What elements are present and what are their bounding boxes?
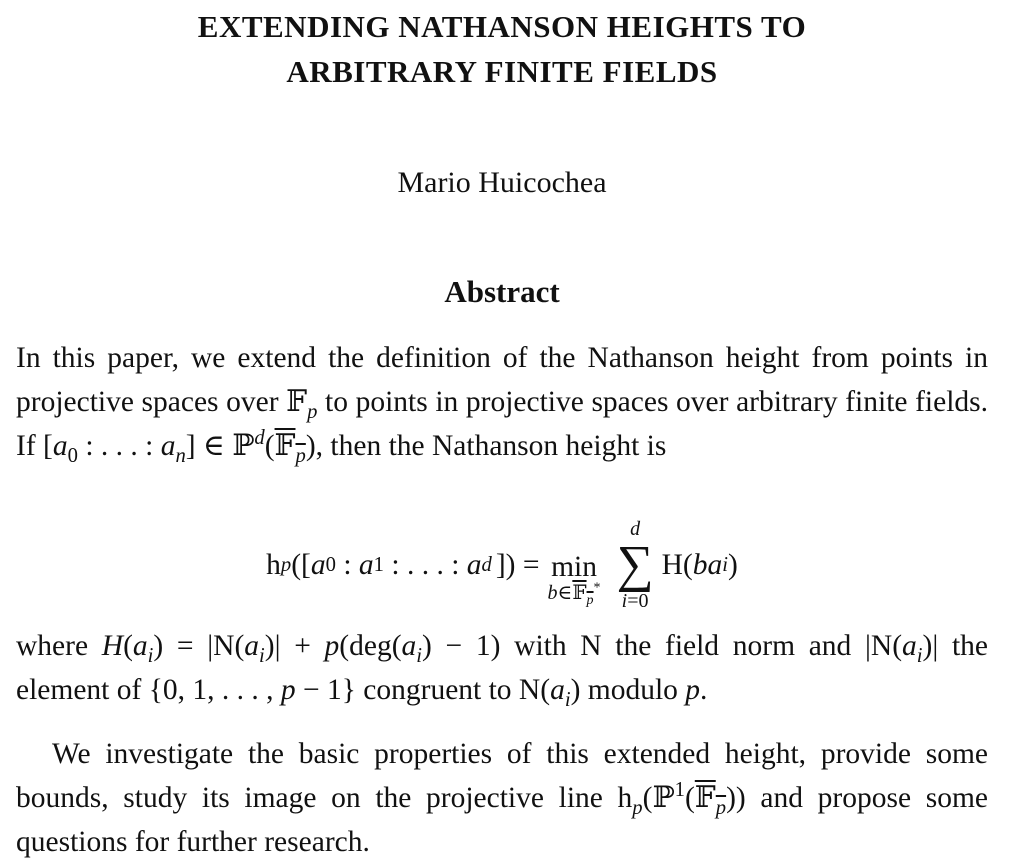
title-line: ARBITRARY FINITE FIELDS <box>286 54 718 89</box>
text-run: 1 <box>674 779 685 802</box>
text-run: h <box>266 548 281 581</box>
text-run: p <box>586 592 594 608</box>
text-run: i <box>621 590 628 612</box>
text-run: We investigate the basic properties of t… <box>16 738 988 814</box>
text-run: p <box>685 674 701 706</box>
text-run: ]) = <box>495 548 540 581</box>
paragraph: In this paper, we extend the definition … <box>16 336 988 468</box>
text-run: min <box>551 551 597 584</box>
text-run: ) − 1) with N the field norm and |N( <box>422 630 903 662</box>
overline: 𝔽p <box>572 581 593 608</box>
text-run: : . . . : <box>384 548 467 581</box>
text-run: p <box>715 796 727 819</box>
text-run: i <box>259 644 265 667</box>
text-run: H( <box>661 548 693 581</box>
paragraph: We investigate the basic properties of t… <box>16 732 988 864</box>
text-run: p <box>307 400 318 423</box>
text-run: a <box>401 630 417 662</box>
text-run: 𝔽 <box>274 430 296 462</box>
text-run: b <box>692 548 708 581</box>
text-run: a <box>902 630 917 662</box>
text-run: d <box>630 518 641 540</box>
overline: 𝔽p <box>274 430 306 466</box>
text-run: ] ∈ ℙ <box>185 430 255 462</box>
text-run: ([ <box>291 548 311 581</box>
text-run: ) <box>728 548 738 581</box>
author: Mario Huicochea <box>397 166 607 199</box>
text-run: )| the element of {0, 1, . . . , <box>16 630 988 706</box>
paragraph: where H(ai) = |N(ai)| + p(deg(ai) − 1) w… <box>16 624 988 712</box>
title: EXTENDING NATHANSON HEIGHTS TO ARBITRARY… <box>0 4 1004 94</box>
text-run: ( <box>123 630 133 662</box>
text-run: ∑ <box>616 536 654 593</box>
text-run: a <box>52 430 68 462</box>
text-run: to points in projective spaces over arbi… <box>16 386 988 462</box>
text-run: : <box>335 548 359 581</box>
text-run: * <box>593 580 601 596</box>
overline: 𝔽p <box>694 782 726 818</box>
text-run: a <box>550 674 565 706</box>
text-run: p <box>280 674 296 706</box>
text-run: (deg( <box>339 630 402 662</box>
text-run: b <box>547 581 558 604</box>
text-run: )) and propose some questions for furthe… <box>16 782 988 858</box>
text-run: a <box>466 548 482 581</box>
text-run: 0 <box>67 444 78 467</box>
text-run: In this paper, we extend the definition … <box>16 342 988 418</box>
text-run: n <box>175 444 186 467</box>
title-line: EXTENDING NATHANSON HEIGHTS TO <box>197 9 807 44</box>
text-run: − 1} congruent to N( <box>295 674 551 706</box>
min-operator: min b∈𝔽p* <box>547 551 601 608</box>
sum-operator: d ∑ i=0 <box>617 519 654 611</box>
text-run: =0 <box>627 590 649 612</box>
text-run: ) modulo <box>570 674 686 706</box>
text-run: a <box>310 548 326 581</box>
text-run: ), then the Nathanson height is <box>305 430 667 462</box>
text-run: where <box>16 630 102 662</box>
text-run: )| + <box>264 630 325 662</box>
text-run: ) = |N( <box>153 630 245 662</box>
text-run: 𝔽 <box>572 581 587 604</box>
text-run: i <box>916 644 923 667</box>
text-run: i <box>147 644 154 667</box>
text-run: a <box>160 430 176 462</box>
text-run: d <box>254 427 265 450</box>
text-run: : . . . : <box>77 430 161 462</box>
text-run: . <box>700 674 708 706</box>
text-run: a <box>358 548 374 581</box>
text-run: (ℙ <box>642 782 675 814</box>
abstract-heading: Abstract <box>444 274 560 309</box>
text-run: a <box>244 630 260 662</box>
text-run: p <box>295 444 306 467</box>
text-run: p <box>632 796 643 819</box>
text-run: ( <box>264 430 275 462</box>
text-run: i <box>564 688 571 711</box>
text-run: i <box>416 644 423 667</box>
text-run: a <box>132 630 148 662</box>
text-run: H <box>101 630 124 662</box>
text-run: a <box>707 548 723 581</box>
text-run: p <box>324 630 340 662</box>
text-run: ( <box>684 782 695 814</box>
text-run: ∈ <box>557 581 573 604</box>
text-run: 𝔽 <box>694 782 716 814</box>
